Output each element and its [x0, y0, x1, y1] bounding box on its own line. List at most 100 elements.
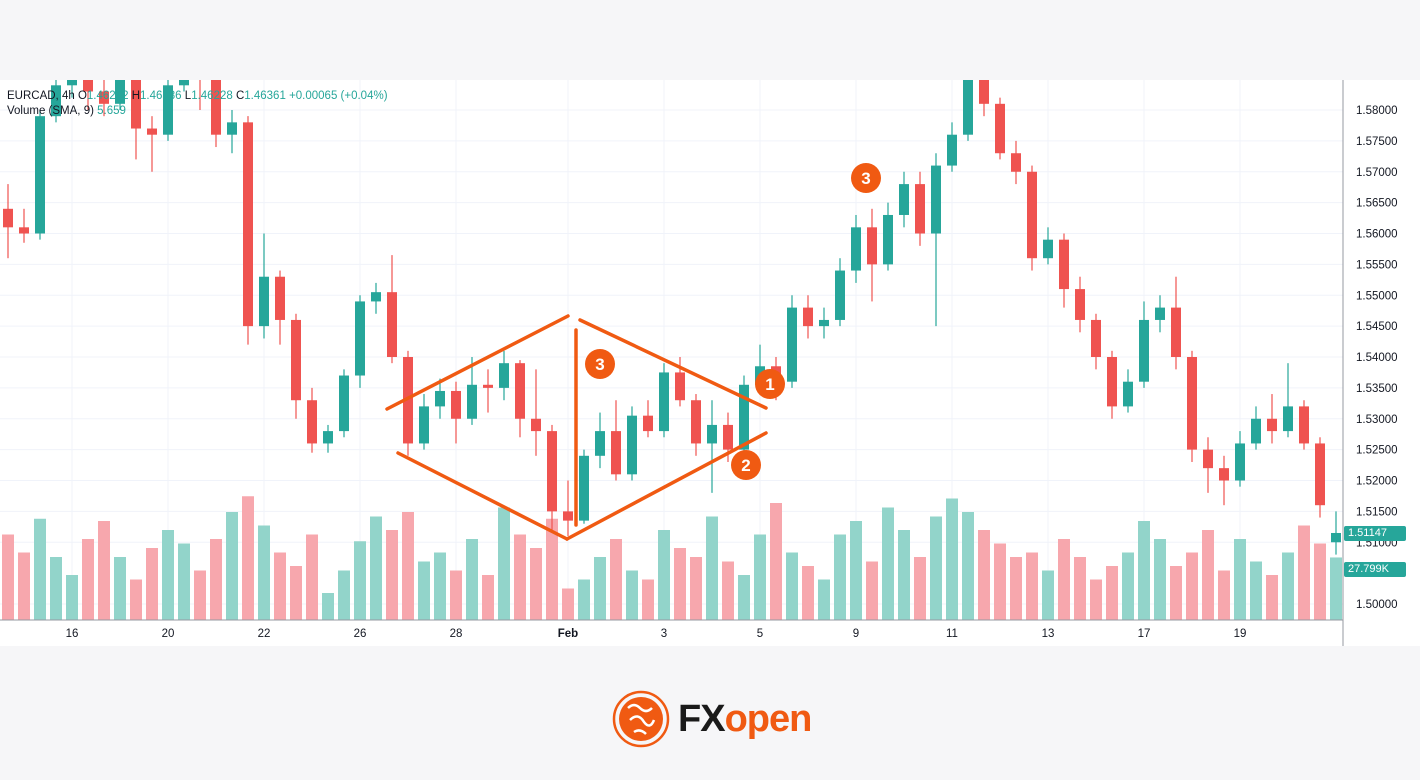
volume-label: Volume (SMA, 9) [7, 105, 94, 117]
candle-body [1315, 443, 1325, 506]
candle-body [803, 307, 813, 327]
volume-bar [594, 557, 606, 620]
candlestick-chart[interactable]: 1.58000 1.57500 1.57000 1.56500 1.56000 1.555… [0, 80, 1420, 646]
volume-bar [1202, 530, 1214, 620]
low-value: 1.46228 [191, 90, 233, 102]
candle-body [1235, 443, 1245, 481]
candle-body [979, 80, 989, 104]
volume-bar [338, 570, 350, 620]
candle-body [595, 431, 605, 456]
volume-bar [226, 512, 238, 620]
volume-bar [530, 548, 542, 620]
volume-bar [754, 534, 766, 620]
candle [307, 387, 317, 453]
candle [851, 214, 861, 283]
volume-bar [994, 543, 1006, 620]
volume-bar [466, 539, 478, 620]
volume-bar [850, 521, 862, 620]
candle-body [1107, 357, 1117, 407]
candle-body [1075, 289, 1085, 320]
fxopen-logo: FXopen [612, 690, 812, 748]
y-tick-label: 1.50000 [1356, 599, 1398, 611]
volume-bar [978, 530, 990, 620]
volume-bar [418, 561, 430, 620]
candle-body [83, 80, 93, 92]
candle-body [259, 276, 269, 327]
volume-bar [450, 570, 462, 620]
volume-bar [178, 543, 190, 620]
candle [531, 369, 541, 456]
y-tick-label: 1.55000 [1356, 290, 1398, 302]
candle-body [819, 319, 829, 327]
volume-bar [898, 530, 910, 620]
candle-body [995, 103, 1005, 154]
candle [179, 80, 189, 92]
candle [947, 122, 957, 172]
candle [1027, 165, 1037, 271]
candle-body [1267, 418, 1277, 432]
volume-bar [770, 503, 782, 620]
candle [1043, 227, 1053, 265]
candle-body [739, 384, 749, 450]
candle [739, 375, 749, 456]
candle [211, 80, 221, 148]
candle [1075, 276, 1085, 333]
candle [899, 171, 909, 228]
x-tick-label: 26 [354, 628, 367, 640]
candle-body [1171, 307, 1181, 357]
volume-bar [1074, 557, 1086, 620]
candle [659, 363, 669, 438]
candle-body [323, 431, 333, 444]
volume-bar [834, 534, 846, 620]
candle [387, 255, 397, 364]
candle-body [179, 80, 189, 86]
candle [35, 110, 45, 240]
candle [371, 282, 381, 314]
y-tick-label: 1.56000 [1356, 229, 1398, 241]
candle [1107, 350, 1117, 419]
volume-bar [690, 557, 702, 620]
candle-body [915, 184, 925, 234]
candle-body [1203, 449, 1213, 469]
low-label: L [184, 90, 192, 102]
volume-bar [642, 579, 654, 620]
logo-text-fx: FX [678, 697, 726, 740]
volume-bar [34, 518, 46, 620]
candle [1251, 406, 1261, 450]
change-value: +0.00065 (+0.04%) [289, 90, 388, 102]
candle-body [99, 91, 109, 104]
candle [147, 116, 157, 172]
candle-body [211, 80, 221, 135]
candle-body [131, 80, 141, 129]
candle [291, 313, 301, 419]
candle [19, 208, 29, 243]
open-value: 1.46292 [86, 90, 129, 102]
volume-bar [242, 496, 254, 620]
volume-bar [82, 539, 94, 620]
candle [451, 381, 461, 444]
volume-bar [402, 512, 414, 620]
candle-body [627, 415, 637, 475]
candle [515, 360, 525, 438]
candle-body [787, 307, 797, 382]
volume-bar [1186, 552, 1198, 620]
candle [3, 184, 13, 259]
volume-bar [1090, 579, 1102, 620]
bull-logo-icon [612, 690, 670, 748]
volume-bar [1122, 552, 1134, 620]
volume-bar [658, 530, 670, 620]
volume-bar [546, 518, 558, 620]
candle-body [1027, 171, 1037, 259]
close-label: C [235, 90, 245, 102]
candle [579, 449, 589, 524]
x-tick-label: 13 [1042, 628, 1055, 640]
candle [915, 171, 925, 246]
y-tick-label: 1.54000 [1356, 352, 1398, 364]
candle-body [403, 357, 413, 444]
volume-bar [1234, 539, 1246, 620]
candle [1123, 369, 1133, 413]
volume-bar [1138, 521, 1150, 620]
open-label: O [77, 90, 87, 102]
last-volume-tag: 27.799K [1344, 562, 1406, 577]
volume-bar [386, 530, 398, 620]
